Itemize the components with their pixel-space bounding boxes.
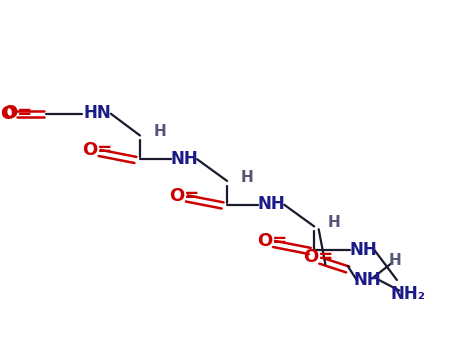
- Text: H: H: [328, 216, 341, 230]
- Text: H: H: [388, 253, 401, 268]
- Text: H: H: [241, 170, 253, 185]
- Text: O=: O=: [169, 187, 200, 205]
- Text: O=: O=: [257, 232, 287, 251]
- Text: O=: O=: [2, 104, 32, 122]
- Text: NH: NH: [171, 149, 198, 168]
- Text: O=: O=: [82, 141, 112, 160]
- Text: NH: NH: [354, 271, 382, 289]
- Text: NH: NH: [258, 195, 286, 213]
- Text: NH: NH: [349, 240, 377, 259]
- Text: O: O: [0, 105, 15, 123]
- Text: O=: O=: [303, 248, 334, 266]
- Text: H: H: [154, 125, 167, 139]
- Text: HN: HN: [84, 104, 111, 122]
- Text: NH₂: NH₂: [390, 285, 425, 303]
